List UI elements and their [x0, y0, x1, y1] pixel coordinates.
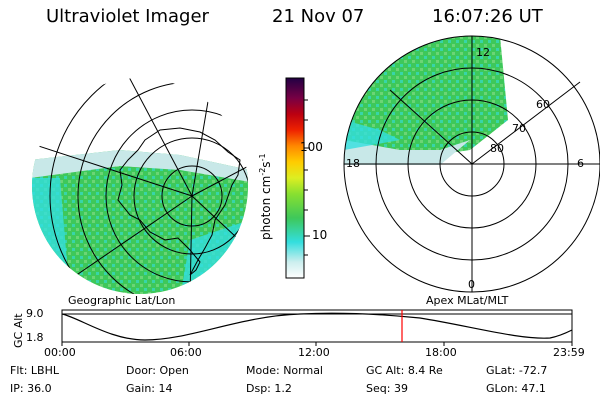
- status-ip: IP: 36.0: [10, 382, 52, 395]
- mlat-label-80: 80: [490, 142, 504, 155]
- time-tick-0000: 00:00: [44, 346, 76, 359]
- status-gain: Gain: 14: [126, 382, 173, 395]
- time-tick-2359: 23:59: [553, 346, 585, 359]
- status-door: Door: Open: [126, 364, 189, 377]
- mlt-label-6: 6: [577, 157, 584, 170]
- status-gc-alt: GC Alt: 8.4 Re: [366, 364, 443, 377]
- mlat-label-60: 60: [536, 98, 550, 111]
- mlt-label-18: 18: [346, 157, 360, 170]
- geographic-caption: Geographic Lat/Lon: [68, 294, 176, 307]
- status-mode: Mode: Normal: [246, 364, 323, 377]
- instrument-title: Ultraviolet Imager: [46, 6, 209, 27]
- alt-tick-1-8: 1.8: [26, 331, 44, 344]
- mlat-label-70: 70: [512, 122, 526, 135]
- time-tick-1200: 12:00: [298, 346, 330, 359]
- status-seq: Seq: 39: [366, 382, 408, 395]
- colorbar-tick-100: 100: [300, 140, 323, 154]
- time-tick-0600: 06:00: [170, 346, 202, 359]
- mlt-label-12: 12: [476, 46, 490, 59]
- apex-caption: Apex MLat/MLT: [426, 294, 509, 307]
- status-filter: Flt: LBHL: [10, 364, 59, 377]
- status-glat: GLat: -72.7: [486, 364, 548, 377]
- colorbar-tick-10: 10: [312, 228, 328, 242]
- status-glon: GLon: 47.1: [486, 382, 546, 395]
- alt-tick-9: 9.0: [26, 307, 44, 320]
- time-label: 16:07:26 UT: [432, 6, 543, 27]
- status-dsp: Dsp: 1.2: [246, 382, 292, 395]
- colorbar-unit-label: photon cm-2s-1: [258, 153, 273, 240]
- gc-alt-axis-label: GC Alt: [12, 313, 25, 348]
- mlt-label-0: 0: [468, 278, 475, 291]
- altitude-plot: [61, 309, 573, 346]
- date-label: 21 Nov 07: [272, 6, 365, 27]
- time-tick-1800: 18:00: [425, 346, 457, 359]
- magnetic-map: [343, 35, 600, 293]
- color-scale-bar: [285, 77, 310, 279]
